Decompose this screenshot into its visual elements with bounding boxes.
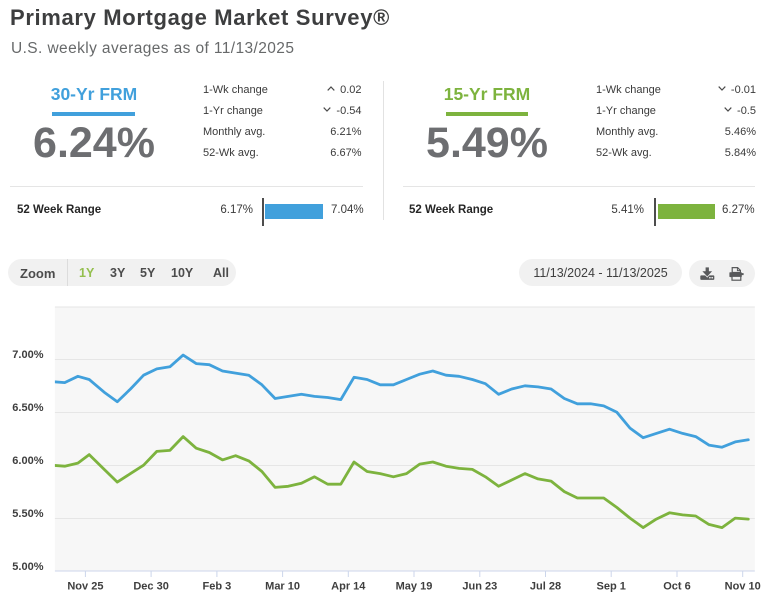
svg-text:Jun 23: Jun 23	[462, 581, 497, 593]
svg-text:5.50%: 5.50%	[12, 508, 43, 520]
svg-text:Nov 25: Nov 25	[67, 581, 103, 593]
svg-text:Nov 10: Nov 10	[725, 581, 761, 593]
svg-text:Dec 30: Dec 30	[133, 581, 168, 593]
svg-text:6.00%: 6.00%	[12, 455, 43, 467]
svg-text:5.00%: 5.00%	[12, 561, 43, 573]
svg-text:6.50%: 6.50%	[12, 402, 43, 414]
svg-text:May 19: May 19	[396, 581, 433, 593]
svg-text:Mar 10: Mar 10	[265, 581, 300, 593]
svg-text:Oct 6: Oct 6	[663, 581, 691, 593]
svg-text:Sep 1: Sep 1	[597, 581, 626, 593]
svg-text:Feb 3: Feb 3	[203, 581, 232, 593]
svg-text:7.00%: 7.00%	[12, 349, 43, 361]
svg-text:Apr 14: Apr 14	[331, 581, 366, 593]
svg-text:Jul 28: Jul 28	[530, 581, 561, 593]
